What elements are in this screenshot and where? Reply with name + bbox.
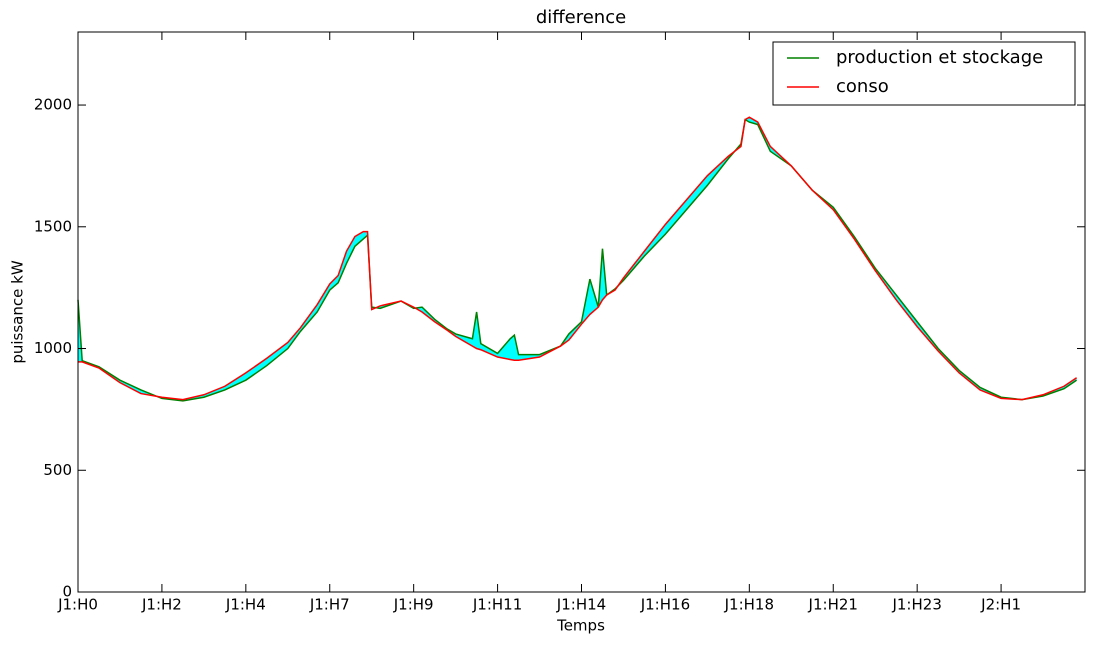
chart-title: difference: [536, 7, 626, 28]
legend-label: conso: [836, 76, 889, 97]
x-axis-label: Temps: [556, 617, 605, 635]
x-tick-label: J1:H16: [640, 596, 690, 614]
series-line: [78, 116, 1078, 401]
x-tick-label: J1:H18: [724, 596, 774, 614]
legend-box: [772, 41, 1076, 106]
x-tick-label: J1:H14: [556, 596, 606, 614]
y-tick-label: 2000: [34, 96, 72, 114]
x-tick-label: J1:H9: [393, 596, 434, 614]
y-axis-label: puissance kW: [9, 260, 27, 363]
x-tick-label: J2:H1: [980, 596, 1021, 614]
y-tick-label: 1500: [34, 217, 72, 235]
x-tick-label: J1:H11: [472, 596, 522, 614]
legend: production et stockage conso: [772, 41, 1076, 106]
y-tick-label: 0: [62, 583, 72, 601]
x-tick-label: J1:H4: [225, 596, 266, 614]
y-tick-label: 1000: [34, 339, 72, 357]
x-tick-label: J1:H7: [309, 596, 350, 614]
legend-label: production et stockage: [836, 47, 1043, 68]
y-tick-label: 500: [43, 461, 72, 479]
series-line: [77, 118, 1078, 402]
x-tick-label: J1:H2: [141, 596, 182, 614]
x-tick-label: J1:H21: [808, 596, 858, 614]
x-tick-label: J1:H0: [57, 596, 98, 614]
x-tick-label: J1:H23: [891, 596, 941, 614]
